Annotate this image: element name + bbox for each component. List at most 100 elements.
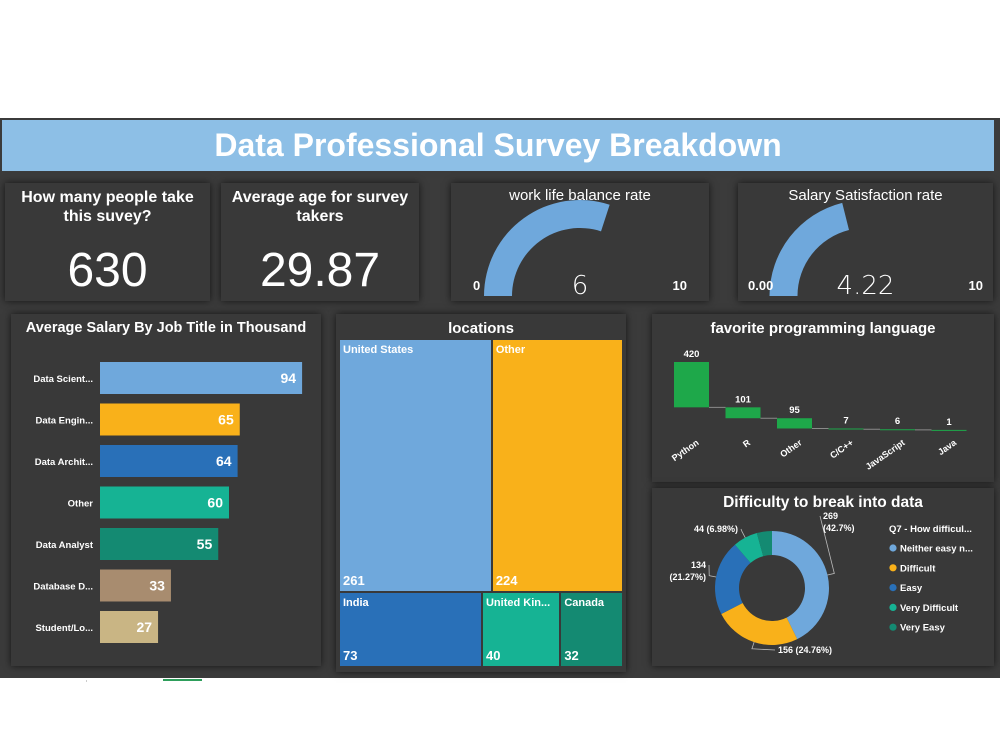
treemap-tile: Canada 32 bbox=[560, 591, 623, 667]
kpi-value: 630 bbox=[67, 244, 148, 297]
gauge-min: 0.00 bbox=[748, 278, 774, 293]
gauge-value: 6 bbox=[571, 271, 589, 301]
treemap-tile: Other 224 bbox=[491, 339, 623, 592]
gauge-title: work life balance rate bbox=[509, 187, 651, 204]
salary-category-label: Database D... bbox=[33, 582, 93, 593]
gauge-card-work-life-balance: work life balance rate 6 0 10 bbox=[451, 183, 709, 301]
language-bar bbox=[674, 362, 709, 408]
gauge-min: 0 bbox=[473, 278, 481, 293]
donut-slice bbox=[715, 544, 751, 615]
donut-legend-label: Neither easy n... bbox=[900, 544, 973, 555]
treemap-tile-label: India bbox=[343, 596, 369, 609]
salary-category-label: Data Analyst bbox=[36, 540, 94, 551]
salary-chart-card: Average Salary By Job Title in Thousand … bbox=[11, 314, 321, 666]
salary-category-label: Student/Lo... bbox=[35, 623, 93, 634]
language-category-label: Java bbox=[936, 437, 959, 457]
gauge-fill-arc bbox=[484, 199, 610, 296]
donut-slice bbox=[772, 531, 829, 640]
salary-bar bbox=[100, 569, 171, 602]
gauge-title: Salary Satisfaction rate bbox=[788, 187, 943, 204]
treemap-tile: United Kin... 40 bbox=[481, 591, 561, 667]
donut-legend-marker bbox=[889, 603, 897, 611]
kpi-card-average-age: Average age for survey takers 29.87 bbox=[221, 183, 419, 301]
gauge-max: 10 bbox=[672, 278, 687, 293]
salary-value-label: 55 bbox=[197, 536, 213, 552]
language-category-label: Python bbox=[670, 437, 701, 463]
donut-legend-title: Q7 - How difficul... bbox=[889, 524, 972, 535]
language-value-label: 7 bbox=[843, 415, 848, 426]
salary-category-label: Other bbox=[68, 499, 94, 510]
salary-value-label: 64 bbox=[216, 453, 232, 469]
language-bar bbox=[931, 429, 967, 431]
salary-value-label: 94 bbox=[281, 370, 297, 386]
salary-value-label: 33 bbox=[149, 578, 165, 594]
donut-slice bbox=[721, 603, 798, 645]
language-chart-card: favorite programming language 420 Python 1… bbox=[652, 314, 994, 482]
title-bar: Data Professional Survey Breakdown bbox=[2, 120, 994, 171]
kpi-value: 29.87 bbox=[259, 244, 381, 297]
language-chart-title: favorite programming language bbox=[710, 320, 936, 337]
gauge-max: 10 bbox=[968, 278, 983, 293]
kpi-question: How many people take this suvey? bbox=[21, 189, 194, 225]
language-value-label: 95 bbox=[789, 405, 800, 416]
salary-bar-chart: Data Scient... 94 Data Engin... 65 Data Arch… bbox=[33, 362, 303, 643]
gauge-card-salary-satisfaction: Salary Satisfaction rate 4.22 0.00 10 bbox=[738, 183, 993, 301]
language-bar bbox=[777, 418, 812, 429]
treemap-tile-value: 32 bbox=[564, 647, 579, 663]
donut-legend-label: Very Difficult bbox=[900, 603, 959, 614]
salary-bar bbox=[100, 611, 159, 643]
language-bar bbox=[828, 428, 864, 430]
difficulty-chart-title: Difficulty to break into data bbox=[723, 494, 923, 511]
treemap-tile-value: 73 bbox=[343, 647, 358, 663]
donut-leader-line bbox=[708, 564, 717, 578]
locations-title: locations bbox=[448, 320, 514, 337]
salary-bar bbox=[100, 403, 240, 436]
donut-legend-marker bbox=[889, 584, 897, 592]
treemap-tile: India 73 bbox=[339, 591, 482, 667]
donut-legend-marker bbox=[889, 564, 897, 572]
treemap-tile-value: 40 bbox=[485, 647, 501, 663]
treemap-tile-value: 224 bbox=[495, 572, 518, 588]
language-value-label: 6 bbox=[895, 416, 900, 427]
language-value-label: 101 bbox=[735, 394, 752, 405]
divider bbox=[86, 680, 87, 682]
salary-category-label: Data Archit... bbox=[35, 457, 93, 468]
locations-card: locations United States 261 Other 224 India 7… bbox=[336, 314, 626, 672]
donut-slice bbox=[756, 531, 772, 557]
donut-legend-label: Very Easy bbox=[900, 623, 946, 634]
salary-category-label: Data Scient... bbox=[33, 374, 93, 385]
salary-bar bbox=[100, 486, 229, 519]
language-bar bbox=[725, 407, 761, 419]
donut-data-label: 134 (21.27%) bbox=[669, 560, 706, 582]
salary-value-label: 65 bbox=[218, 412, 234, 428]
gauge-chart bbox=[769, 202, 850, 296]
gauge-value: 4.22 bbox=[836, 271, 895, 301]
salary-bar bbox=[100, 362, 303, 394]
salary-value-label: 60 bbox=[207, 495, 223, 511]
language-waterfall-chart: 420 Python 101 R 95 Other 7 C/C++ 6 JavaScript 1 Ja… bbox=[670, 349, 967, 472]
language-bar bbox=[880, 429, 915, 431]
locations-treemap: United States 261 Other 224 India 73 United Ki… bbox=[339, 339, 623, 667]
donut-leader-line bbox=[751, 641, 776, 651]
donut-legend-marker bbox=[889, 544, 897, 552]
treemap-tile-label: United Kin... bbox=[485, 596, 551, 609]
difficulty-chart-card: Difficulty to break into data 269 (42.7%)… bbox=[652, 488, 994, 666]
donut-data-label: 44 (6.98%) bbox=[694, 524, 738, 534]
donut-leader-line bbox=[740, 528, 746, 538]
language-category-label: Other bbox=[778, 437, 804, 459]
donut-data-label: 156 (24.76%) bbox=[778, 645, 832, 655]
language-category-label: JavaScript bbox=[864, 437, 907, 471]
treemap-tile-value: 261 bbox=[343, 572, 365, 588]
salary-category-label: Data Engin... bbox=[35, 416, 93, 427]
donut-leader-line bbox=[819, 515, 835, 576]
gauge-fill-arc bbox=[769, 202, 850, 296]
divider bbox=[163, 679, 202, 681]
donut-slice bbox=[734, 533, 764, 563]
kpi-card-survey-count: How many people take this suvey? 630 bbox=[5, 183, 210, 301]
kpi-question: Average age for survey takers bbox=[231, 189, 409, 225]
salary-bar bbox=[100, 528, 219, 560]
language-value-label: 1 bbox=[946, 417, 952, 428]
donut-legend-marker bbox=[889, 623, 897, 631]
treemap-tile-label: Canada bbox=[564, 596, 605, 609]
dashboard: Data Professional Survey Breakdown How m… bbox=[0, 118, 1000, 678]
